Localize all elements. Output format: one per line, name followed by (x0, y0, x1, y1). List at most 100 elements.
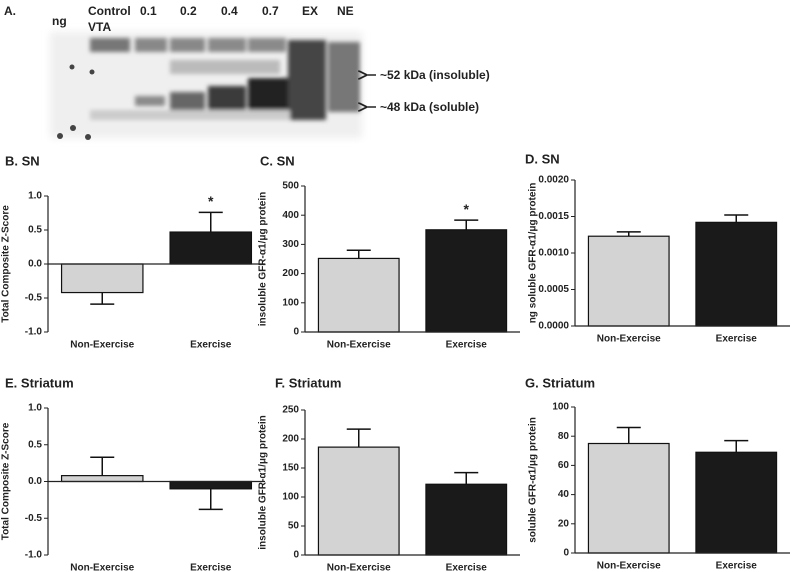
y-tick-label: 100 (282, 492, 299, 503)
y-tick-label: 0.0005 (538, 284, 569, 295)
y-axis-label: Total Composite Z-Score (1, 422, 12, 540)
y-tick-label: 100 (552, 402, 569, 413)
band-label: ~48 kDa (soluble) (380, 100, 479, 114)
chart-title: D. SN (525, 151, 560, 166)
x-tick-label: Exercise (446, 340, 488, 351)
y-tick-label: -0.5 (25, 293, 43, 304)
y-tick-label: -1.0 (25, 327, 43, 338)
chart-title: B. SN (5, 153, 40, 168)
significance-marker: * (208, 193, 214, 209)
y-tick-label: 400 (282, 210, 299, 221)
panel-label: A. (4, 4, 16, 18)
bar (425, 229, 508, 333)
bar (317, 257, 400, 333)
x-tick-label: Non-Exercise (597, 334, 661, 345)
blot-dots (57, 64, 95, 140)
y-axis-label: insoluble GFR-α1/μg protein (258, 192, 269, 327)
unit-label: ng (52, 14, 67, 28)
x-tick-label: Non-Exercise (327, 563, 391, 572)
error-bar (90, 292, 115, 305)
error-bar (454, 219, 479, 230)
x-tick-label: Exercise (446, 563, 488, 572)
band-label: ~52 kDa (insoluble) (380, 68, 490, 82)
y-axis-label: soluble GFR-α1/μg protein (528, 417, 539, 543)
y-tick-label: 60 (558, 460, 570, 471)
y-tick-label: 0 (293, 327, 299, 338)
lane-label: Control (88, 4, 131, 18)
lane-label: NE (337, 4, 354, 18)
error-bar (346, 249, 371, 259)
x-tick-label: Exercise (190, 563, 232, 572)
x-tick-label: Exercise (716, 561, 758, 572)
y-tick-label: 0.0020 (538, 175, 569, 186)
error-bar (616, 426, 641, 444)
y-tick-label: 80 (558, 431, 570, 442)
y-tick-label: -1.0 (25, 550, 43, 561)
bar (60, 263, 144, 294)
x-tick-label: Exercise (716, 334, 758, 345)
y-tick-label: 150 (282, 463, 299, 474)
y-tick-label: 300 (282, 239, 299, 250)
y-tick-label: 100 (282, 297, 299, 308)
y-axis-label: insoluble GFR-α1/μg protein (258, 415, 269, 550)
y-tick-label: 500 (282, 181, 299, 192)
y-axis-label: Total Composite Z-Score (1, 205, 12, 323)
bar (169, 480, 253, 490)
error-bar (724, 214, 749, 223)
x-tick-label: Non-Exercise (70, 340, 134, 351)
blot-bands (90, 38, 360, 120)
y-tick-label: 0.5 (28, 225, 42, 236)
chart-title: C. SN (260, 153, 295, 168)
y-tick-label: -0.5 (25, 513, 43, 524)
x-tick-label: Non-Exercise (597, 561, 661, 572)
bar (587, 235, 670, 327)
y-tick-label: 50 (288, 521, 300, 532)
y-tick-label: 1.0 (28, 403, 42, 414)
y-tick-label: 0.0010 (538, 248, 569, 259)
x-tick-label: Non-Exercise (70, 563, 134, 572)
y-tick-label: 40 (558, 489, 570, 500)
lane-label: 0.2 (180, 4, 197, 18)
lane-label: VTA (88, 20, 111, 34)
y-tick-label: 0.5 (28, 439, 42, 450)
bar (695, 221, 778, 327)
y-tick-label: 0 (293, 550, 299, 561)
y-tick-label: 1.0 (28, 191, 42, 202)
chart-title: F. Striatum (275, 375, 341, 390)
y-tick-label: 0.0015 (538, 211, 569, 222)
x-tick-label: Exercise (190, 340, 232, 351)
y-tick-label: 0.0 (28, 476, 42, 487)
western-blot: A. ng Control VTA 0.1 0.2 0.4 0.7 EX NE … (4, 4, 490, 140)
error-bar (198, 211, 223, 233)
bar (60, 475, 144, 483)
lane-label: 0.7 (262, 4, 279, 18)
x-tick-label: Non-Exercise (327, 340, 391, 351)
bar (317, 446, 400, 556)
error-bar (90, 456, 115, 476)
significance-marker: * (464, 201, 470, 217)
y-tick-label: 0.0 (28, 259, 42, 270)
bar (695, 451, 778, 554)
error-bar (346, 428, 371, 448)
y-tick-label: 20 (558, 518, 570, 529)
y-tick-label: 0.0000 (538, 321, 569, 332)
error-bar (616, 231, 641, 237)
y-tick-label: 0 (563, 548, 569, 559)
y-axis-label: ng soluble GFR-α1/μg protein (528, 183, 539, 324)
lane-label: EX (302, 4, 318, 18)
error-bar (198, 488, 223, 511)
bar (169, 231, 253, 265)
error-bar (724, 439, 749, 453)
y-tick-label: 250 (282, 405, 299, 416)
y-tick-label: 200 (282, 434, 299, 445)
y-tick-label: 200 (282, 268, 299, 279)
bar (425, 483, 508, 556)
chart-title: E. Striatum (5, 375, 74, 390)
error-bar (454, 471, 479, 485)
bar (587, 442, 670, 554)
chart-title: G. Striatum (525, 375, 595, 390)
lane-label: 0.4 (221, 4, 238, 18)
lane-label: 0.1 (140, 4, 157, 18)
